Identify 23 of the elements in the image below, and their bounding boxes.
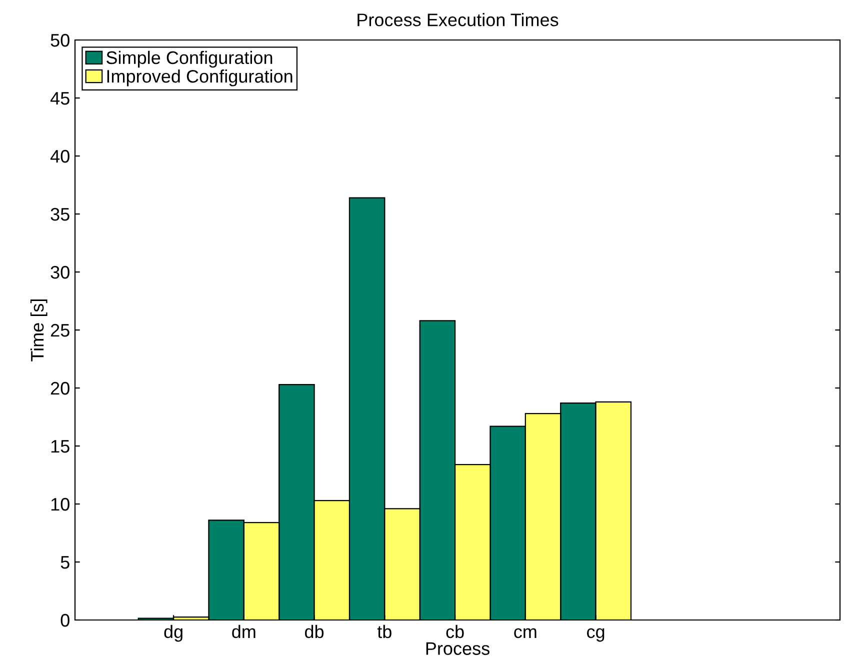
x-axis-title: Process <box>426 642 490 655</box>
legend-label: Simple Configuration <box>106 50 272 68</box>
x-tick-label: dm <box>232 624 256 638</box>
x-tick-label: tb <box>377 624 392 638</box>
x-tick-label: db <box>305 624 324 638</box>
y-tick-label: 45 <box>50 92 70 105</box>
y-tick-label: 5 <box>60 556 70 569</box>
y-tick-label: 35 <box>50 208 70 221</box>
y-axis-title: Time [s] <box>30 300 48 362</box>
y-tick-label: 15 <box>51 440 70 453</box>
x-tick-label: cm <box>514 628 536 638</box>
y-tick-label: 10 <box>51 498 70 511</box>
y-tick-label: 0 <box>60 614 70 627</box>
x-tick-label: dg <box>164 624 182 642</box>
y-tick-label: 25 <box>50 324 70 337</box>
x-tick-label: cg <box>587 628 604 642</box>
y-tick-label: 20 <box>50 382 70 395</box>
y-tick-label: 50 <box>50 34 70 47</box>
x-tick-label: cb <box>446 624 464 638</box>
chart-title: Process Execution Times <box>358 13 558 26</box>
legend-label: Improved Configuration <box>107 69 292 86</box>
y-tick-label: 40 <box>50 150 70 163</box>
y-tick-label: 30 <box>50 266 70 279</box>
